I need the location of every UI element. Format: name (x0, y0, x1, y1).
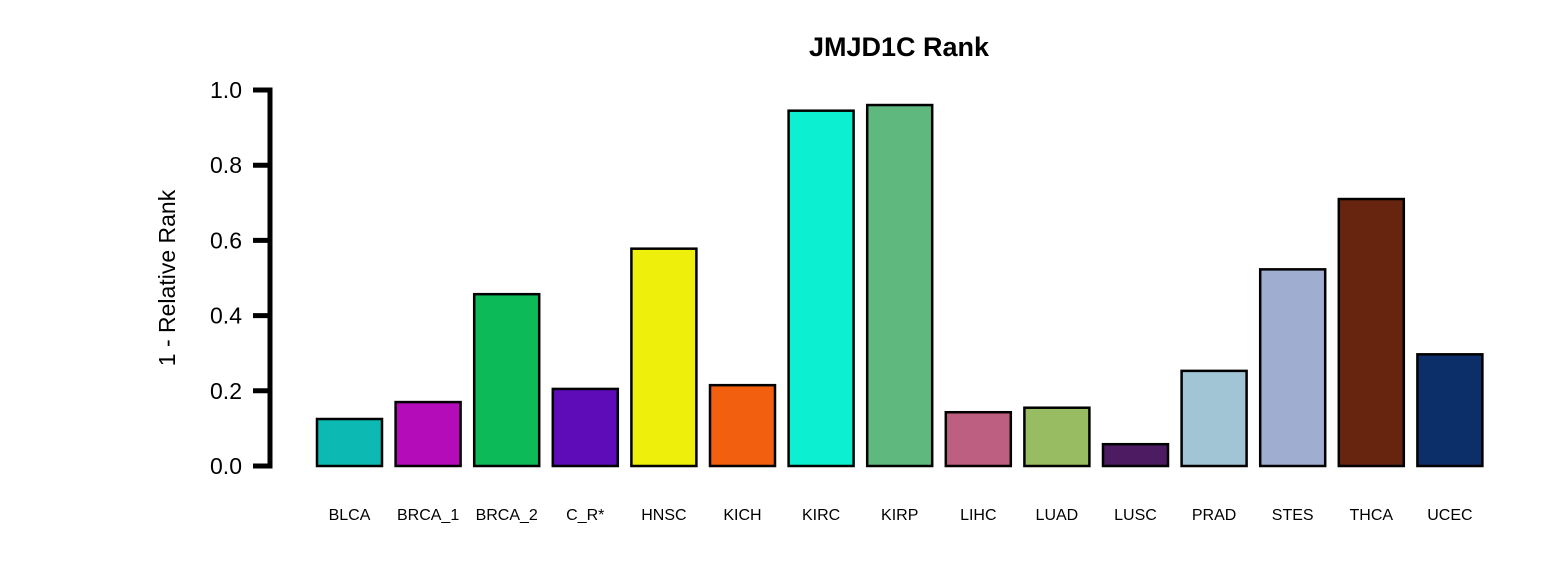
x-tick-label: KIRP (881, 507, 918, 524)
bar-stes (1258, 268, 1327, 468)
x-tick-label: BLCA (329, 507, 371, 524)
bar-brca-2 (472, 292, 541, 468)
y-tick-label: 0.8 (210, 152, 242, 178)
bar-c-r (551, 387, 620, 468)
x-tick-label: KICH (723, 507, 761, 524)
x-tick-label: HNSC (641, 507, 686, 524)
bar-thca (1337, 197, 1406, 468)
chart-title: JMJD1C Rank (809, 32, 990, 62)
x-tick-label: UCEC (1427, 507, 1472, 524)
x-tick-labels: BLCA BRCA_1 BRCA_2 C_R* HNSC KICH KIRC KIRP LIHC… (329, 507, 1473, 524)
x-tick-label: STES (1272, 507, 1314, 524)
y-tick-label: 0.2 (210, 378, 242, 404)
y-axis-label: 1 - Relative Rank (154, 189, 180, 366)
y-axis: 0.0 0.2 0.4 0.6 0.8 1.0 (210, 77, 273, 479)
x-tick-label: LUSC (1114, 507, 1157, 524)
x-tick-label: C_R* (566, 507, 604, 524)
bar-luad (1023, 406, 1091, 468)
x-tick-label: KIRC (802, 507, 840, 524)
bar-kirc (787, 109, 855, 468)
bar-brca-1 (394, 400, 462, 468)
bar-ucec (1416, 353, 1484, 468)
y-tick-label: 0.6 (210, 227, 242, 253)
x-tick-label: LIHC (960, 507, 996, 524)
y-tick-label: 0.0 (210, 453, 242, 479)
x-tick-label: BRCA_1 (397, 507, 459, 524)
x-tick-label: LUAD (1036, 507, 1079, 524)
x-tick-label: PRAD (1192, 507, 1236, 524)
bar-blca (315, 417, 384, 468)
bar-kirp (865, 103, 934, 468)
x-tick-label: BRCA_2 (476, 507, 538, 524)
bars-group (315, 103, 1484, 468)
bar-kich (708, 383, 777, 468)
bar-hnsc (630, 247, 698, 468)
y-tick-label: 1.0 (210, 77, 242, 103)
y-tick-label: 0.4 (210, 303, 242, 329)
x-tick-label: THCA (1350, 507, 1394, 524)
bar-lusc (1101, 442, 1170, 468)
bar-lihc (944, 410, 1013, 468)
bar-prad (1180, 369, 1248, 468)
